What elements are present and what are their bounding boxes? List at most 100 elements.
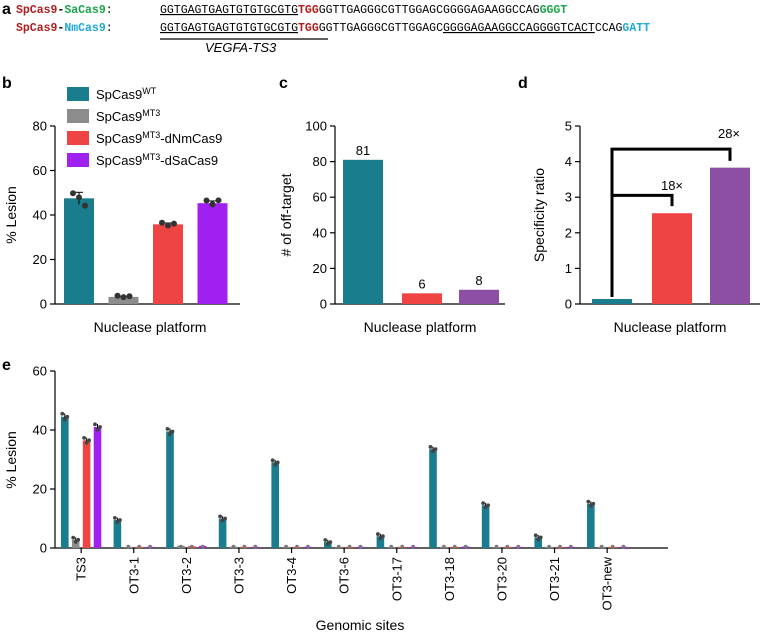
e-ytick-label-2: 40 xyxy=(33,423,47,438)
e-point-1-1-0 xyxy=(126,544,131,549)
e-point-0-2-1 xyxy=(84,440,89,445)
e-ytick-label-3: 60 xyxy=(33,364,47,379)
seq-row1-dash: - xyxy=(57,4,64,17)
b-point-0-1 xyxy=(76,194,82,201)
e-point-2-0-0 xyxy=(165,426,170,431)
e-xtick-label-6: OT3-17 xyxy=(389,557,404,601)
b-ylabel: % Lesion xyxy=(3,186,19,244)
panel-e-label: e xyxy=(2,357,11,374)
d-xlabel: Nuclease platform xyxy=(614,319,727,335)
e-point-0-3-0 xyxy=(93,422,97,427)
e-point-0-2-0 xyxy=(82,436,86,440)
e-point-6-3-0 xyxy=(411,544,415,549)
svg-text:GGTGAGTGAGTGTGTGCGTGTGGGGTTGAG: GGTGAGTGAGTGTGTGCGTGTGGGGTTGAGGGCGTTGGAG… xyxy=(160,22,650,35)
e-point-5-1-0 xyxy=(336,544,341,549)
e-point-3-0-1 xyxy=(220,518,225,523)
e-xtick-label-5: OT3-6 xyxy=(337,557,352,594)
c-bar-0 xyxy=(343,159,383,304)
b-xlabel: Nuclease platform xyxy=(94,319,207,335)
e-point-1-0-0 xyxy=(113,515,117,520)
e-point-8-0-2 xyxy=(486,503,490,508)
e-point-0-1-1 xyxy=(73,539,78,544)
c-data-label-0: 81 xyxy=(356,143,370,158)
c-data-label-1: 6 xyxy=(418,276,425,291)
e-point-8-1-0 xyxy=(494,544,499,549)
e-point-7-0-1 xyxy=(431,449,435,454)
c-ylabel: # of off-target xyxy=(278,173,294,256)
seq-row2-linker-b: GGGGAGAAGGCCAGGGGTCACT xyxy=(443,22,595,35)
e-point-8-0-1 xyxy=(483,505,488,510)
panel-b-label: b xyxy=(2,75,12,92)
sequence-row-1: SpCas9-SaCas9: GGTGAGTGAGTGTGTGCGTGTGGGG… xyxy=(16,4,567,17)
e-point-2-0-1 xyxy=(168,432,172,436)
b-ytick-label-1: 20 xyxy=(33,252,47,267)
e-point-7-0-2 xyxy=(433,447,438,452)
seq-row2-linker-c: CCAG xyxy=(595,22,623,35)
e-xlabel: Genomic sites xyxy=(316,617,405,633)
e-point-9-1-0 xyxy=(547,544,551,549)
e-point-10-0-2 xyxy=(591,501,596,506)
b-point-1-0 xyxy=(114,292,121,299)
e-bar-0-3 xyxy=(93,427,102,548)
e-point-4-0-2 xyxy=(275,460,280,465)
legend-0-sup: WT xyxy=(142,86,156,96)
e-bar-0-1 xyxy=(71,539,80,548)
e-point-1-2-0 xyxy=(137,544,141,549)
legend-1-sup: MT3 xyxy=(142,108,160,118)
b-point-1-2 xyxy=(126,293,133,300)
c-ytick-label-0: 0 xyxy=(320,297,327,312)
legend-1-base: SpCas9 xyxy=(96,109,142,124)
d-ytick-label-5: 5 xyxy=(565,119,572,134)
seq-row1-name1: SpCas9 xyxy=(16,4,58,17)
e-xtick-label-3: OT3-3 xyxy=(231,557,246,594)
b-point-2-0 xyxy=(159,219,165,226)
b-bar-2 xyxy=(153,224,183,304)
e-point-3-0-0 xyxy=(218,514,223,519)
c-ytick-label-5: 100 xyxy=(305,119,327,134)
panel-a-label: a xyxy=(2,1,11,18)
chart-b: 0 20 40 60 80 Nuclease platform % Lesion xyxy=(3,119,240,335)
d-ytick-label-2: 2 xyxy=(565,225,572,240)
e-point-0-3-2 xyxy=(98,425,102,429)
e-xtick-label-8: OT3-20 xyxy=(494,557,509,601)
d-ytick-label-1: 1 xyxy=(565,261,572,276)
e-point-10-0-0 xyxy=(586,499,591,504)
e-point-6-2-0 xyxy=(400,544,405,549)
e-point-1-0-1 xyxy=(115,520,120,524)
d-bar-0 xyxy=(592,299,632,304)
e-point-5-0-1 xyxy=(325,542,330,547)
e-point-0-0-0 xyxy=(60,411,65,416)
e-point-10-2-0 xyxy=(610,544,615,549)
e-xtick-label-7: OT3-18 xyxy=(442,557,457,601)
e-point-0-1-0 xyxy=(71,535,76,540)
b-bar-0 xyxy=(64,198,94,304)
e-point-10-1-0 xyxy=(599,544,604,549)
b-ytick-label-3: 60 xyxy=(33,163,47,178)
legend-swatch-mt3 xyxy=(67,109,89,123)
e-point-7-1-0 xyxy=(442,544,446,549)
legend-swatch-dsa xyxy=(67,153,89,167)
e-ytick-label-0: 0 xyxy=(40,541,47,556)
svg-text:SpCas9MT3-dNmCas9: SpCas9MT3-dNmCas9 xyxy=(96,130,222,146)
seq-row2-pam2: GATT xyxy=(622,22,650,35)
d-bar-2 xyxy=(710,167,750,304)
e-xtick-label-0: TS3 xyxy=(74,557,89,581)
e-point-9-2-0 xyxy=(558,544,562,549)
b-point-2-2 xyxy=(171,220,177,227)
d-annotation-18x: 18× xyxy=(661,178,683,193)
e-point-3-3-0 xyxy=(253,544,258,549)
c-xlabel: Nuclease platform xyxy=(364,319,477,335)
e-point-0-1-2 xyxy=(76,537,81,542)
d-ytick-label-0: 0 xyxy=(565,297,572,312)
e-point-6-0-1 xyxy=(378,536,383,541)
e-xtick-label-2: OT3-2 xyxy=(179,557,194,594)
d-ytick-label-3: 3 xyxy=(565,190,572,205)
e-point-10-0-1 xyxy=(588,503,593,508)
legend-2-sup: MT3 xyxy=(142,130,160,140)
e-xtick-label-4: OT3-4 xyxy=(284,557,299,594)
d-bracket-28x xyxy=(610,147,732,196)
e-point-7-0-0 xyxy=(428,445,433,449)
e-point-9-0-1 xyxy=(536,537,541,542)
legend-3-base: SpCas9 xyxy=(96,153,142,168)
svg-text:SpCas9WT: SpCas9WT xyxy=(96,86,157,102)
